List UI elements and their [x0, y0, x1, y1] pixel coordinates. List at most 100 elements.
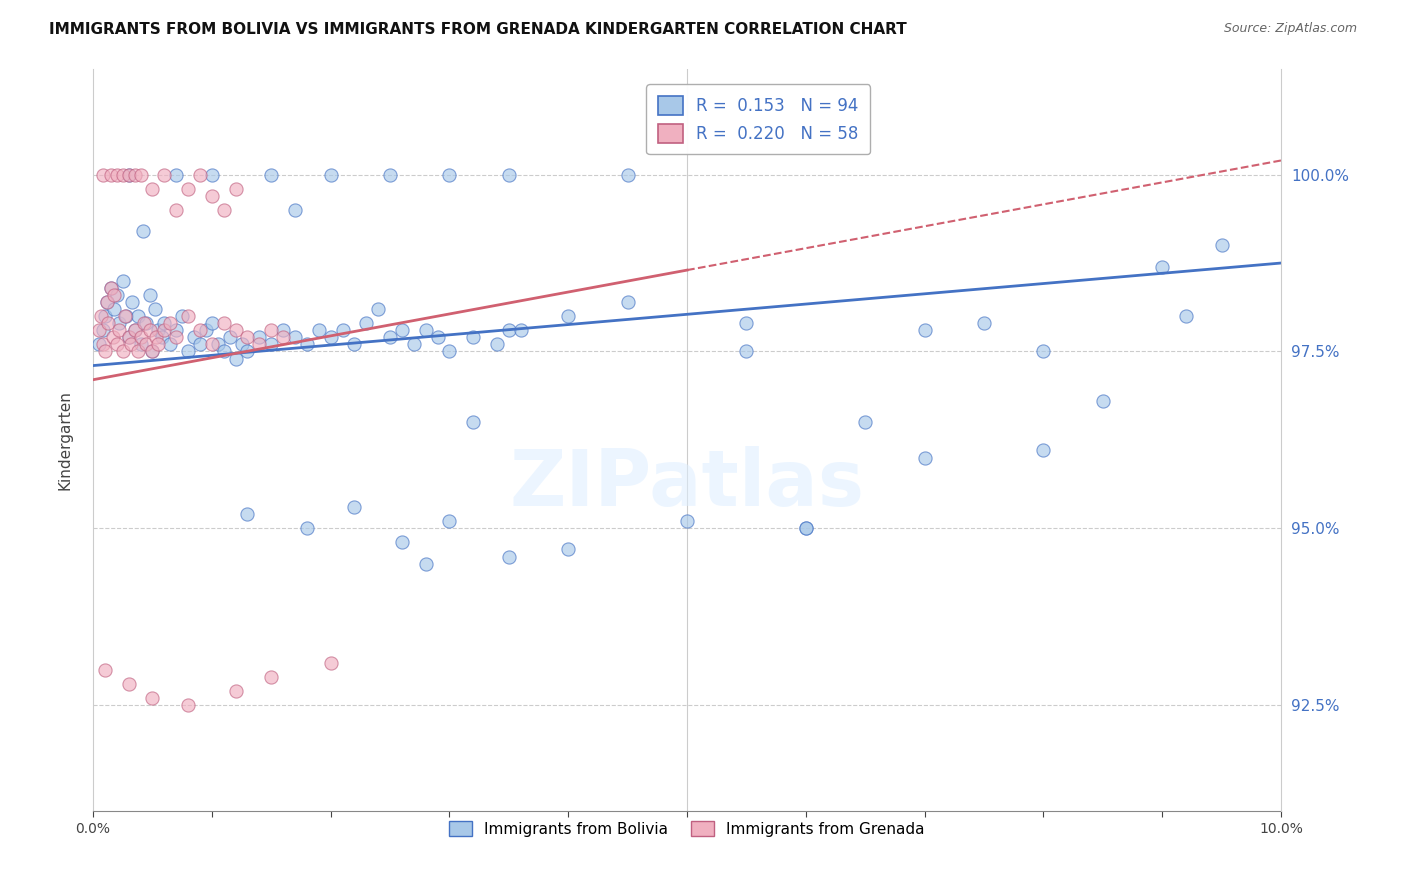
Point	[188, 168, 211, 182]
Point	[188, 323, 211, 337]
Point	[247, 330, 270, 344]
Point	[218, 330, 240, 344]
Point	[735, 344, 758, 359]
Point	[91, 337, 114, 351]
Point	[96, 294, 118, 309]
Point	[439, 344, 461, 359]
Point	[236, 507, 259, 521]
Point	[231, 337, 253, 351]
Point	[145, 330, 167, 344]
Point	[973, 316, 995, 330]
Point	[129, 330, 152, 344]
Point	[127, 344, 149, 359]
Point	[260, 168, 283, 182]
Point	[1032, 443, 1054, 458]
Point	[794, 521, 817, 535]
Point	[308, 323, 330, 337]
Point	[439, 168, 461, 182]
Point	[105, 288, 128, 302]
Point	[91, 323, 114, 337]
Point	[96, 294, 118, 309]
Point	[177, 182, 200, 196]
Point	[90, 309, 112, 323]
Point	[94, 663, 117, 677]
Point	[1032, 344, 1054, 359]
Point	[159, 337, 181, 351]
Point	[108, 316, 131, 330]
Point	[295, 521, 318, 535]
Point	[105, 337, 128, 351]
Point	[415, 557, 437, 571]
Point	[378, 168, 401, 182]
Point	[115, 309, 138, 323]
Point	[150, 330, 173, 344]
Point	[485, 337, 508, 351]
Point	[319, 656, 342, 670]
Point	[794, 521, 817, 535]
Point	[108, 323, 131, 337]
Point	[135, 316, 157, 330]
Point	[498, 323, 520, 337]
Point	[391, 535, 413, 549]
Point	[127, 309, 149, 323]
Point	[132, 224, 155, 238]
Point	[212, 344, 235, 359]
Point	[439, 514, 461, 528]
Point	[676, 514, 699, 528]
Point	[367, 301, 389, 316]
Point	[271, 323, 294, 337]
Point	[212, 202, 235, 217]
Point	[402, 337, 425, 351]
Text: IMMIGRANTS FROM BOLIVIA VS IMMIGRANTS FROM GRENADA KINDERGARTEN CORRELATION CHAR: IMMIGRANTS FROM BOLIVIA VS IMMIGRANTS FR…	[49, 22, 907, 37]
Point	[853, 415, 876, 429]
Point	[332, 323, 354, 337]
Point	[114, 309, 136, 323]
Point	[616, 294, 638, 309]
Point	[247, 337, 270, 351]
Point	[124, 323, 146, 337]
Point	[100, 168, 122, 182]
Point	[295, 337, 318, 351]
Point	[557, 542, 579, 557]
Y-axis label: Kindergarten: Kindergarten	[58, 390, 72, 490]
Point	[148, 337, 170, 351]
Point	[616, 168, 638, 182]
Point	[1152, 260, 1174, 274]
Point	[188, 337, 211, 351]
Point	[1211, 238, 1233, 252]
Point	[153, 316, 176, 330]
Point	[319, 168, 342, 182]
Point	[132, 316, 155, 330]
Point	[319, 330, 342, 344]
Point	[111, 344, 134, 359]
Point	[391, 323, 413, 337]
Point	[1091, 393, 1114, 408]
Point	[236, 344, 259, 359]
Point	[183, 330, 205, 344]
Point	[118, 677, 141, 691]
Point	[271, 330, 294, 344]
Point	[225, 351, 247, 366]
Point	[194, 323, 217, 337]
Point	[129, 337, 152, 351]
Point	[225, 323, 247, 337]
Point	[121, 294, 143, 309]
Point	[498, 549, 520, 564]
Point	[177, 309, 200, 323]
Point	[260, 337, 283, 351]
Point	[124, 168, 146, 182]
Text: ZIPatlas: ZIPatlas	[509, 446, 865, 523]
Point	[139, 323, 162, 337]
Point	[225, 684, 247, 698]
Point	[378, 330, 401, 344]
Point	[87, 337, 110, 351]
Point	[139, 288, 162, 302]
Point	[463, 415, 485, 429]
Point	[118, 330, 141, 344]
Point	[260, 670, 283, 684]
Point	[124, 323, 146, 337]
Point	[103, 288, 125, 302]
Point	[87, 323, 110, 337]
Point	[94, 309, 117, 323]
Point	[260, 323, 283, 337]
